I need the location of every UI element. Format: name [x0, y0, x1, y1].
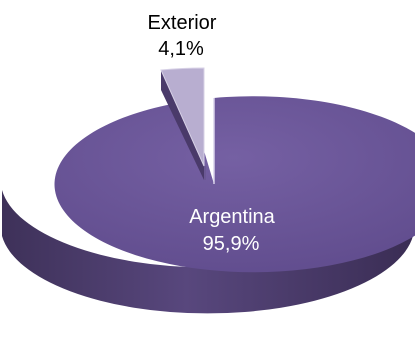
slice-value-argentina: 95,9% — [203, 233, 260, 255]
slice-exterior-side-front — [204, 166, 206, 180]
slice-argentina-wedge — [54, 96, 415, 273]
slice-value-exterior: 4,1% — [158, 38, 204, 60]
slice-argentina-side — [2, 190, 413, 314]
slice-label-exterior: Exterior — [148, 12, 217, 34]
slice-exterior-side — [161, 70, 204, 180]
slice-label-argentina: Argentina — [189, 206, 275, 228]
slice-exterior-wedge — [160, 67, 205, 167]
